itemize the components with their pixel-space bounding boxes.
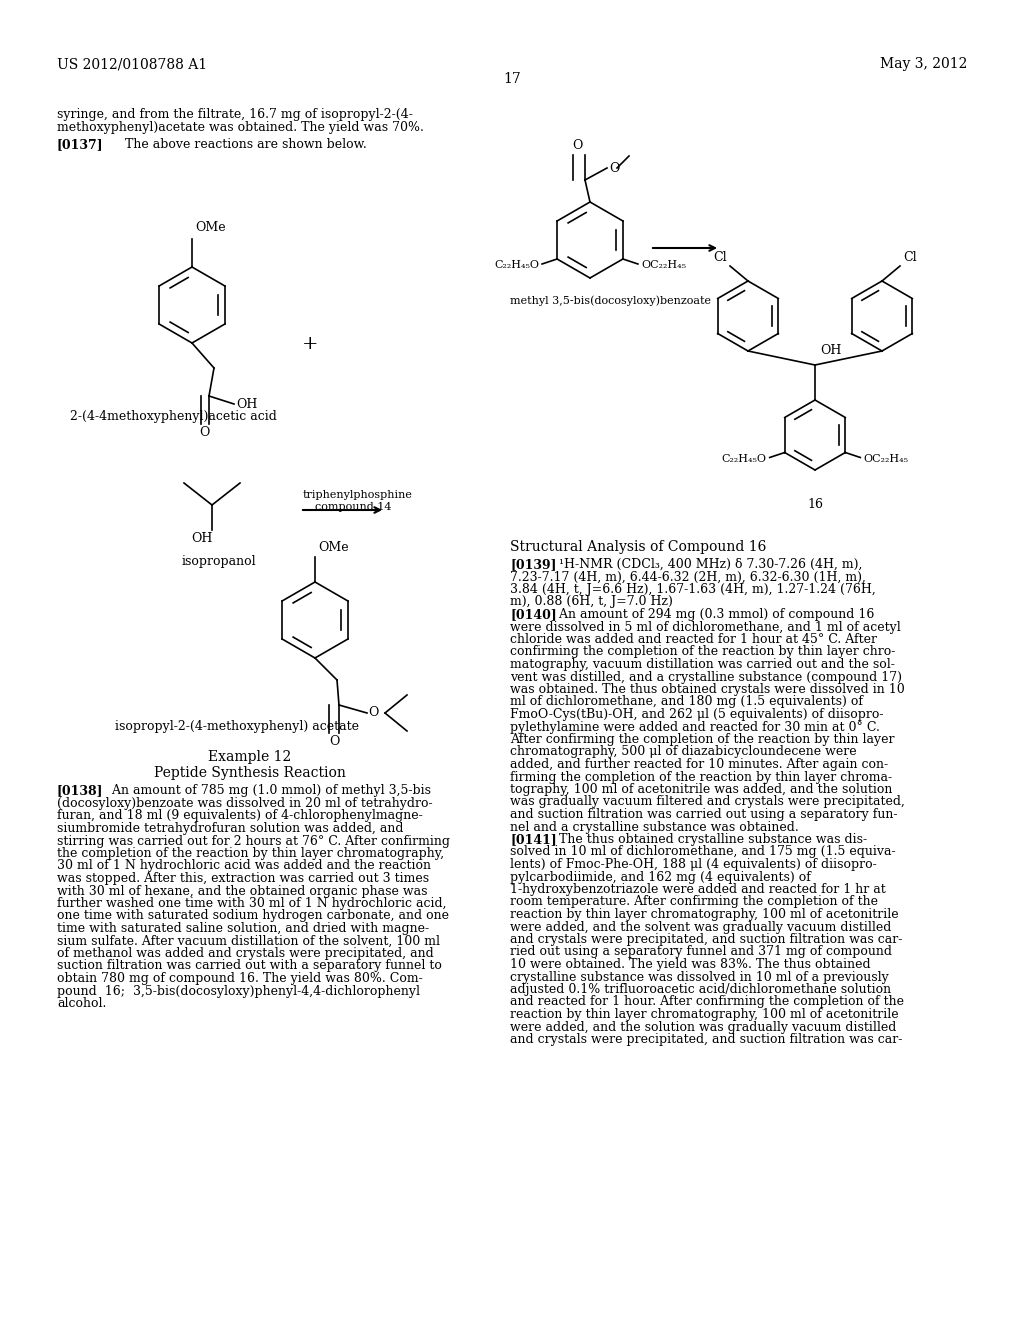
- Text: with 30 ml of hexane, and the obtained organic phase was: with 30 ml of hexane, and the obtained o…: [57, 884, 427, 898]
- Text: [0139]: [0139]: [510, 558, 556, 572]
- Text: and crystals were precipitated, and suction filtration was car-: and crystals were precipitated, and suct…: [510, 933, 902, 946]
- Text: OMe: OMe: [195, 220, 225, 234]
- Text: +: +: [302, 335, 318, 352]
- Text: were dissolved in 5 ml of dichloromethane, and 1 ml of acetyl: were dissolved in 5 ml of dichloromethan…: [510, 620, 901, 634]
- Text: triphenylphosphine: triphenylphosphine: [303, 490, 413, 500]
- Text: isopropanol: isopropanol: [182, 554, 257, 568]
- Text: and suction filtration was carried out using a separatory fun-: and suction filtration was carried out u…: [510, 808, 897, 821]
- Text: were added, and the solvent was gradually vacuum distilled: were added, and the solvent was graduall…: [510, 920, 891, 933]
- Text: obtain 780 mg of compound 16. The yield was 80%. Com-: obtain 780 mg of compound 16. The yield …: [57, 972, 423, 985]
- Text: O: O: [571, 139, 583, 152]
- Text: 2-(4-4methoxyphenyl)acetic acid: 2-(4-4methoxyphenyl)acetic acid: [70, 411, 276, 422]
- Text: OH: OH: [820, 345, 842, 356]
- Text: confirming the completion of the reaction by thin layer chro-: confirming the completion of the reactio…: [510, 645, 895, 659]
- Text: chloride was added and reacted for 1 hour at 45° C. After: chloride was added and reacted for 1 hou…: [510, 634, 877, 645]
- Text: reaction by thin layer chromatography, 100 ml of acetonitrile: reaction by thin layer chromatography, 1…: [510, 1008, 899, 1020]
- Text: chromatography, 500 μl of diazabicycloundecene were: chromatography, 500 μl of diazabicycloun…: [510, 746, 857, 759]
- Text: sium sulfate. After vacuum distillation of the solvent, 100 ml: sium sulfate. After vacuum distillation …: [57, 935, 440, 948]
- Text: methyl 3,5-bis(docosyloxy)benzoate: methyl 3,5-bis(docosyloxy)benzoate: [510, 294, 711, 305]
- Text: O: O: [199, 426, 209, 440]
- Text: O: O: [368, 705, 379, 718]
- Text: compound 14: compound 14: [315, 502, 391, 512]
- Text: OC₂₂H₄₅: OC₂₂H₄₅: [863, 454, 908, 463]
- Text: and reacted for 1 hour. After confirming the completion of the: and reacted for 1 hour. After confirming…: [510, 995, 904, 1008]
- Text: O: O: [609, 161, 620, 174]
- Text: further washed one time with 30 ml of 1 N hydrochloric acid,: further washed one time with 30 ml of 1 …: [57, 898, 446, 909]
- Text: An amount of 785 mg (1.0 mmol) of methyl 3,5-bis: An amount of 785 mg (1.0 mmol) of methyl…: [100, 784, 431, 797]
- Text: the completion of the reaction by thin layer chromatography,: the completion of the reaction by thin l…: [57, 847, 444, 861]
- Text: ried out using a separatory funnel and 371 mg of compound: ried out using a separatory funnel and 3…: [510, 945, 892, 958]
- Text: OH: OH: [191, 532, 213, 545]
- Text: OC₂₂H₄₅: OC₂₂H₄₅: [641, 260, 686, 271]
- Text: Peptide Synthesis Reaction: Peptide Synthesis Reaction: [154, 766, 346, 780]
- Text: ml of dichloromethane, and 180 mg (1.5 equivalents) of: ml of dichloromethane, and 180 mg (1.5 e…: [510, 696, 863, 709]
- Text: 30 ml of 1 N hydrochloric acid was added and the reaction: 30 ml of 1 N hydrochloric acid was added…: [57, 859, 431, 873]
- Text: furan, and 18 ml (9 equivalents) of 4-chlorophenylmagne-: furan, and 18 ml (9 equivalents) of 4-ch…: [57, 809, 423, 822]
- Text: Example 12: Example 12: [208, 750, 292, 764]
- Text: ¹H-NMR (CDCl₃, 400 MHz) δ 7.30-7.26 (4H, m),: ¹H-NMR (CDCl₃, 400 MHz) δ 7.30-7.26 (4H,…: [547, 558, 862, 572]
- Text: [0141]: [0141]: [510, 833, 557, 846]
- Text: alcohol.: alcohol.: [57, 997, 106, 1010]
- Text: solved in 10 ml of dichloromethane, and 175 mg (1.5 equiva-: solved in 10 ml of dichloromethane, and …: [510, 846, 896, 858]
- Text: 16: 16: [807, 498, 823, 511]
- Text: tography, 100 ml of acetonitrile was added, and the solution: tography, 100 ml of acetonitrile was add…: [510, 783, 892, 796]
- Text: siumbromide tetrahydrofuran solution was added, and: siumbromide tetrahydrofuran solution was…: [57, 822, 403, 836]
- Text: syringe, and from the filtrate, 16.7 mg of isopropyl-2-(4-: syringe, and from the filtrate, 16.7 mg …: [57, 108, 413, 121]
- Text: were added, and the solution was gradually vacuum distilled: were added, and the solution was gradual…: [510, 1020, 896, 1034]
- Text: Cl: Cl: [903, 251, 916, 264]
- Text: OMe: OMe: [318, 541, 348, 554]
- Text: After confirming the completion of the reaction by thin layer: After confirming the completion of the r…: [510, 733, 895, 746]
- Text: room temperature. After confirming the completion of the: room temperature. After confirming the c…: [510, 895, 878, 908]
- Text: 3.84 (4H, t, J=6.6 Hz), 1.67-1.63 (4H, m), 1.27-1.24 (76H,: 3.84 (4H, t, J=6.6 Hz), 1.67-1.63 (4H, m…: [510, 583, 876, 597]
- Text: [0137]: [0137]: [57, 139, 103, 150]
- Text: O: O: [329, 735, 339, 748]
- Text: suction filtration was carried out with a separatory funnel to: suction filtration was carried out with …: [57, 960, 442, 973]
- Text: crystalline substance was dissolved in 10 ml of a previously: crystalline substance was dissolved in 1…: [510, 970, 889, 983]
- Text: May 3, 2012: May 3, 2012: [880, 57, 967, 71]
- Text: vent was distilled, and a crystalline substance (compound 17): vent was distilled, and a crystalline su…: [510, 671, 902, 684]
- Text: nel and a crystalline substance was obtained.: nel and a crystalline substance was obta…: [510, 821, 799, 833]
- Text: pylethylamine were added and reacted for 30 min at 0° C.: pylethylamine were added and reacted for…: [510, 721, 880, 734]
- Text: Structural Analysis of Compound 16: Structural Analysis of Compound 16: [510, 540, 766, 554]
- Text: pound  16;  3,5-bis(docosyloxy)phenyl-4,4-dichlorophenyl: pound 16; 3,5-bis(docosyloxy)phenyl-4,4-…: [57, 985, 420, 998]
- Text: The above reactions are shown below.: The above reactions are shown below.: [109, 139, 367, 150]
- Text: FmoO-Cys(tBu)-OH, and 262 μl (5 equivalents) of diisopro-: FmoO-Cys(tBu)-OH, and 262 μl (5 equivale…: [510, 708, 884, 721]
- Text: adjusted 0.1% trifluoroacetic acid/dichloromethane solution: adjusted 0.1% trifluoroacetic acid/dichl…: [510, 983, 891, 997]
- Text: Cl: Cl: [714, 251, 727, 264]
- Text: methoxyphenyl)acetate was obtained. The yield was 70%.: methoxyphenyl)acetate was obtained. The …: [57, 121, 424, 135]
- Text: was obtained. The thus obtained crystals were dissolved in 10: was obtained. The thus obtained crystals…: [510, 682, 905, 696]
- Text: added, and further reacted for 10 minutes. After again con-: added, and further reacted for 10 minute…: [510, 758, 888, 771]
- Text: time with saturated saline solution, and dried with magne-: time with saturated saline solution, and…: [57, 921, 429, 935]
- Text: and crystals were precipitated, and suction filtration was car-: and crystals were precipitated, and suct…: [510, 1034, 902, 1045]
- Text: (docosyloxy)benzoate was dissolved in 20 ml of tetrahydro-: (docosyloxy)benzoate was dissolved in 20…: [57, 797, 432, 810]
- Text: was gradually vacuum filtered and crystals were precipitated,: was gradually vacuum filtered and crysta…: [510, 796, 905, 808]
- Text: 17: 17: [503, 73, 521, 86]
- Text: lents) of Fmoc-Phe-OH, 188 μl (4 equivalents) of diisopro-: lents) of Fmoc-Phe-OH, 188 μl (4 equival…: [510, 858, 877, 871]
- Text: of methanol was added and crystals were precipitated, and: of methanol was added and crystals were …: [57, 946, 434, 960]
- Text: pylcarbodiimide, and 162 mg (4 equivalents) of: pylcarbodiimide, and 162 mg (4 equivalen…: [510, 870, 811, 883]
- Text: [0138]: [0138]: [57, 784, 103, 797]
- Text: C₂₂H₄₅O: C₂₂H₄₅O: [722, 454, 767, 463]
- Text: US 2012/0108788 A1: US 2012/0108788 A1: [57, 57, 207, 71]
- Text: reaction by thin layer chromatography, 100 ml of acetonitrile: reaction by thin layer chromatography, 1…: [510, 908, 899, 921]
- Text: m), 0.88 (6H, t, J=7.0 Hz): m), 0.88 (6H, t, J=7.0 Hz): [510, 595, 673, 609]
- Text: isopropyl-2-(4-methoxyphenyl) acetate: isopropyl-2-(4-methoxyphenyl) acetate: [115, 719, 359, 733]
- Text: An amount of 294 mg (0.3 mmol) of compound 16: An amount of 294 mg (0.3 mmol) of compou…: [547, 609, 874, 620]
- Text: 10 were obtained. The yield was 83%. The thus obtained: 10 were obtained. The yield was 83%. The…: [510, 958, 870, 972]
- Text: stirring was carried out for 2 hours at 76° C. After confirming: stirring was carried out for 2 hours at …: [57, 834, 450, 847]
- Text: 7.23-7.17 (4H, m), 6.44-6.32 (2H, m), 6.32-6.30 (1H, m),: 7.23-7.17 (4H, m), 6.44-6.32 (2H, m), 6.…: [510, 570, 866, 583]
- Text: matography, vacuum distillation was carried out and the sol-: matography, vacuum distillation was carr…: [510, 657, 895, 671]
- Text: [0140]: [0140]: [510, 609, 557, 620]
- Text: one time with saturated sodium hydrogen carbonate, and one: one time with saturated sodium hydrogen …: [57, 909, 449, 923]
- Text: The thus obtained crystalline substance was dis-: The thus obtained crystalline substance …: [547, 833, 867, 846]
- Text: OH: OH: [236, 397, 257, 411]
- Text: C₂₂H₄₅O: C₂₂H₄₅O: [495, 260, 539, 271]
- Text: 1-hydroxybenzotriazole were added and reacted for 1 hr at: 1-hydroxybenzotriazole were added and re…: [510, 883, 886, 896]
- Text: firming the completion of the reaction by thin layer chroma-: firming the completion of the reaction b…: [510, 771, 892, 784]
- Text: was stopped. After this, extraction was carried out 3 times: was stopped. After this, extraction was …: [57, 873, 429, 884]
